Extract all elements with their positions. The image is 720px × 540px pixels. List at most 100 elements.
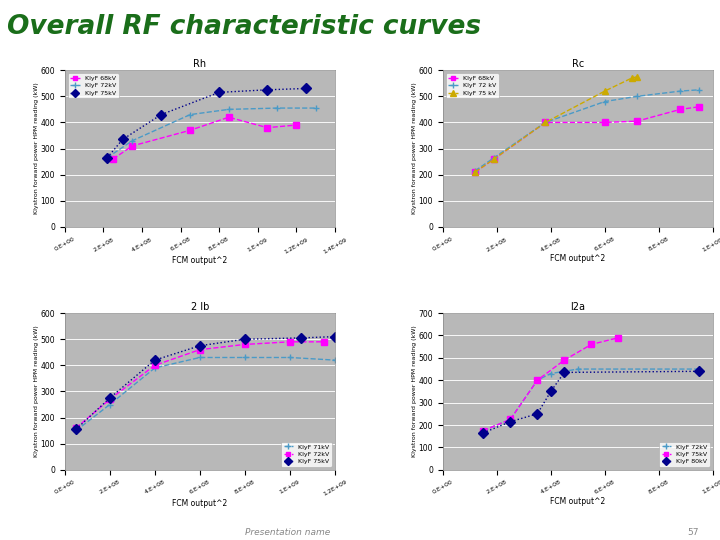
KlyF 75kV — [105, 395, 114, 401]
KlyF 72kV — [285, 339, 294, 345]
KlyF 75 kV — [627, 75, 636, 82]
KlyF 72kV — [105, 396, 114, 402]
KlyF 75 kV — [471, 169, 480, 176]
KlyF 75kV — [195, 342, 204, 349]
KlyF 68kV — [225, 114, 233, 120]
KlyF 75kV — [330, 333, 339, 340]
KlyF 68kV — [128, 143, 137, 149]
KlyF 75kV — [560, 357, 569, 363]
KlyF 75 kV — [633, 73, 642, 80]
KlyF 71kV — [105, 401, 114, 408]
X-axis label: FCM output^2: FCM output^2 — [550, 497, 606, 505]
KlyF 68kV — [600, 119, 609, 126]
KlyF 68kV — [695, 104, 703, 110]
Text: Presentation name: Presentation name — [246, 528, 330, 537]
KlyF 75kV — [263, 86, 271, 93]
KlyF 72 kV — [600, 98, 609, 105]
Line: KlyF 72kV: KlyF 72kV — [73, 339, 326, 431]
Y-axis label: Klystron forward power HPM reading (kW): Klystron forward power HPM reading (kW) — [412, 83, 417, 214]
KlyF 72kV — [573, 366, 582, 372]
KlyF 72kV — [546, 370, 555, 377]
KlyF 80kV — [560, 369, 569, 376]
KlyF 80kV — [479, 430, 487, 436]
KlyF 68kV — [471, 169, 480, 176]
KlyF 72kV — [103, 154, 112, 161]
X-axis label: FCM output^2: FCM output^2 — [172, 256, 228, 265]
KlyF 68kV — [541, 119, 550, 126]
KlyF 72 kV — [490, 154, 498, 161]
KlyF 71kV — [240, 354, 249, 361]
KlyF 72kV — [150, 362, 159, 369]
KlyF 72kV — [311, 105, 320, 111]
Line: KlyF 72 kV: KlyF 72 kV — [472, 86, 703, 174]
Line: KlyF 71kV: KlyF 71kV — [73, 354, 338, 434]
Line: KlyF 72kV: KlyF 72kV — [104, 105, 319, 161]
KlyF 68kV — [633, 118, 642, 124]
KlyF 71kV — [285, 354, 294, 361]
KlyF 72 kV — [676, 88, 685, 94]
Title: 2 lb: 2 lb — [191, 302, 209, 312]
X-axis label: FCM output^2: FCM output^2 — [550, 254, 606, 263]
KlyF 68kV — [263, 124, 271, 131]
KlyF 75 kV — [541, 119, 550, 126]
Line: KlyF 75kV: KlyF 75kV — [104, 85, 310, 161]
KlyF 72kV — [319, 339, 328, 345]
KlyF 75kV — [157, 111, 166, 118]
KlyF 72kV — [240, 341, 249, 348]
KlyF 72kV — [195, 347, 204, 353]
Title: l2a: l2a — [570, 302, 585, 312]
KlyF 75kV — [215, 89, 223, 96]
Legend: KlyF 68kV, KlyF 72 kV, KlyF 75 kV: KlyF 68kV, KlyF 72 kV, KlyF 75 kV — [446, 73, 498, 98]
KlyF 75kV — [302, 85, 310, 92]
KlyF 68kV — [109, 156, 117, 162]
KlyF 75 kV — [490, 156, 498, 162]
KlyF 72 kV — [633, 93, 642, 99]
KlyF 75kV — [479, 427, 487, 434]
Line: KlyF 80kV: KlyF 80kV — [480, 368, 703, 436]
KlyF 72kV — [533, 377, 541, 383]
KlyF 80kV — [506, 418, 515, 425]
KlyF 72 kV — [541, 119, 550, 126]
KlyF 80kV — [695, 368, 703, 375]
Text: 57: 57 — [687, 528, 698, 537]
KlyF 68kV — [490, 156, 498, 162]
KlyF 72kV — [225, 106, 233, 113]
KlyF 75kV — [240, 336, 249, 342]
Line: KlyF 68kV: KlyF 68kV — [110, 114, 299, 162]
KlyF 72kV — [479, 427, 487, 434]
KlyF 68kV — [292, 122, 300, 129]
KlyF 75kV — [118, 136, 127, 143]
KlyF 75kV — [614, 334, 623, 341]
KlyF 75kV — [506, 416, 515, 423]
Line: KlyF 75kV: KlyF 75kV — [73, 333, 338, 433]
Line: KlyF 72kV: KlyF 72kV — [480, 366, 703, 434]
KlyF 71kV — [72, 427, 81, 434]
KlyF 72kV — [186, 111, 194, 118]
KlyF 72 kV — [695, 86, 703, 93]
Y-axis label: Klystron forward power HPM reading (kW): Klystron forward power HPM reading (kW) — [34, 83, 39, 214]
Line: KlyF 75kV: KlyF 75kV — [480, 335, 621, 434]
Text: Overall RF characteristic curves: Overall RF characteristic curves — [7, 14, 482, 39]
KlyF 80kV — [533, 410, 541, 417]
KlyF 75kV — [297, 335, 305, 341]
KlyF 75kV — [103, 154, 112, 161]
KlyF 75kV — [72, 426, 81, 433]
KlyF 75kV — [150, 357, 159, 363]
Y-axis label: Klystron forward power HPM reading (kW): Klystron forward power HPM reading (kW) — [412, 326, 417, 457]
KlyF 80kV — [546, 388, 555, 395]
Line: KlyF 68kV: KlyF 68kV — [472, 104, 702, 175]
KlyF 75 kV — [600, 88, 609, 94]
KlyF 75kV — [587, 341, 595, 348]
KlyF 75kV — [533, 377, 541, 383]
KlyF 68kV — [676, 106, 685, 113]
KlyF 71kV — [195, 354, 204, 361]
KlyF 72kV — [506, 416, 515, 423]
KlyF 68kV — [186, 127, 194, 133]
KlyF 72kV — [273, 105, 282, 111]
KlyF 72kV — [695, 366, 703, 372]
KlyF 71kV — [150, 364, 159, 371]
X-axis label: FCM output^2: FCM output^2 — [172, 498, 228, 508]
Legend: KlyF 68kV, KlyF 72kV, KlyF 75kV: KlyF 68kV, KlyF 72kV, KlyF 75kV — [68, 73, 119, 98]
Y-axis label: Klystron forward power HPM reading (kW): Klystron forward power HPM reading (kW) — [34, 326, 39, 457]
Legend: KlyF 71kV, KlyF 72kV, KlyF 75kV: KlyF 71kV, KlyF 72kV, KlyF 75kV — [281, 442, 332, 467]
